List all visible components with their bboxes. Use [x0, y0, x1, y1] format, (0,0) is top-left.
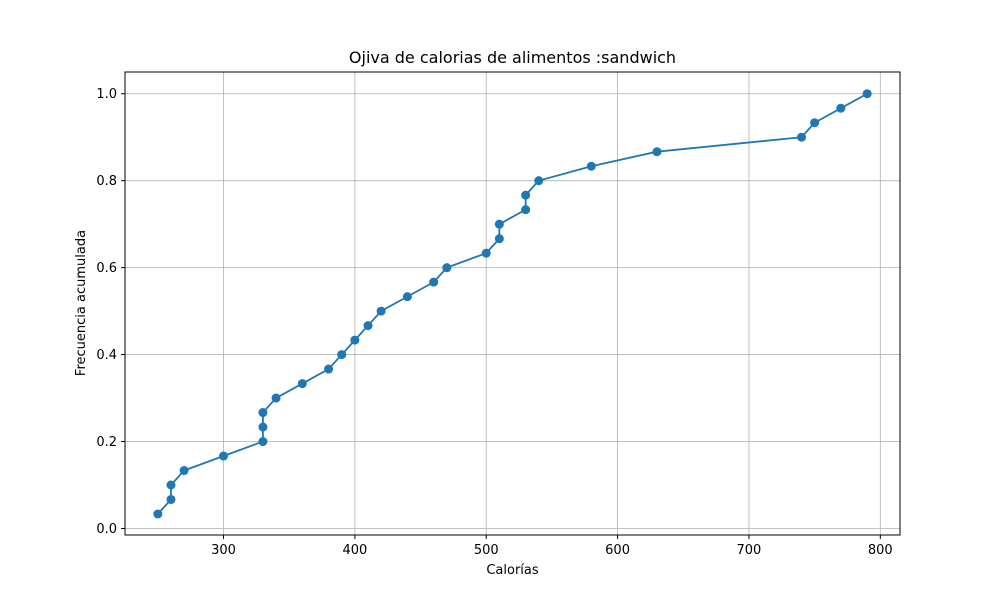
data-point — [258, 408, 268, 418]
data-point — [297, 379, 307, 389]
data-point — [324, 364, 334, 374]
data-point — [376, 306, 386, 316]
data-point — [521, 205, 531, 215]
plot-frame — [124, 71, 901, 536]
data-point — [166, 480, 176, 490]
data-point — [271, 393, 281, 403]
x-tick-label: 400 — [342, 543, 367, 558]
series-layer — [153, 89, 872, 519]
data-point — [652, 147, 662, 157]
ticks-layer: 300 400 500 600 700 800 0.0 0.2 0.4 0.6 0.8 1.0 — [96, 87, 892, 558]
data-point — [179, 466, 189, 476]
data-point — [402, 292, 412, 302]
x-tick-label: 500 — [474, 543, 499, 558]
x-tick-label: 800 — [868, 543, 893, 558]
y-axis-label: Frecuencia acumulada — [74, 230, 89, 376]
data-point — [586, 161, 596, 171]
x-tick-label: 300 — [211, 543, 236, 558]
data-point — [350, 335, 360, 345]
y-tick-label: 0.6 — [96, 261, 117, 276]
data-point — [442, 263, 452, 273]
data-point — [258, 422, 268, 432]
data-point — [337, 350, 347, 360]
data-point — [494, 234, 504, 244]
data-point — [796, 132, 806, 142]
data-point — [810, 118, 820, 128]
y-tick-label: 0.2 — [96, 435, 117, 450]
series-line — [157, 92, 868, 515]
x-tick-label: 700 — [737, 543, 762, 558]
data-point — [258, 437, 268, 447]
data-point — [429, 277, 439, 287]
y-tick-label: 0.0 — [96, 522, 117, 537]
data-point — [166, 494, 176, 504]
data-point — [219, 451, 229, 461]
data-point — [521, 190, 531, 200]
data-point — [836, 103, 846, 113]
x-tick-label: 600 — [605, 543, 630, 558]
grid-layer — [125, 72, 900, 535]
data-point — [494, 219, 504, 229]
y-tick-label: 0.4 — [96, 348, 117, 363]
y-tick-label: 0.8 — [96, 174, 117, 189]
data-point — [862, 89, 872, 99]
data-point — [481, 248, 491, 258]
chart-title: Ojiva de calorias de alimentos :sandwich — [349, 48, 676, 67]
data-point — [534, 176, 544, 186]
data-point — [153, 509, 163, 519]
x-axis-label: Calorías — [486, 563, 539, 578]
data-point — [363, 321, 373, 331]
y-tick-label: 1.0 — [96, 87, 117, 102]
